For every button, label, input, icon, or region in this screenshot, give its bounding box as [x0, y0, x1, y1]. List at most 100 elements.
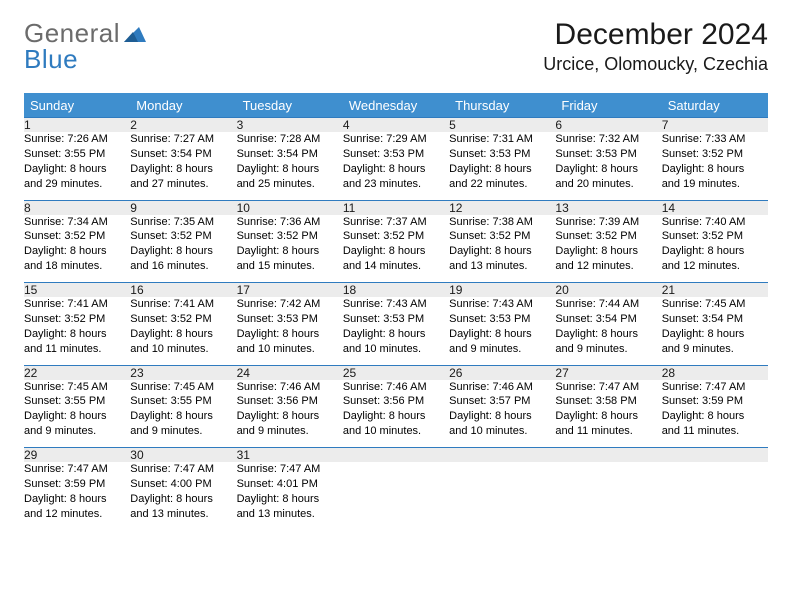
- day-number-cell: 23: [130, 365, 236, 380]
- weekday-header-row: Sunday Monday Tuesday Wednesday Thursday…: [24, 94, 768, 118]
- sunrise-text: Sunrise: 7:41 AM: [130, 297, 236, 312]
- daylight-text-1: Daylight: 8 hours: [449, 244, 555, 259]
- sunset-text: Sunset: 3:53 PM: [237, 312, 343, 327]
- page-header: General December 2024 Urcice, Olomoucky,…: [24, 18, 768, 75]
- sunrise-text: Sunrise: 7:34 AM: [24, 215, 130, 230]
- daylight-text-1: Daylight: 8 hours: [343, 327, 449, 342]
- sunrise-text: Sunrise: 7:46 AM: [343, 380, 449, 395]
- daylight-text-1: Daylight: 8 hours: [237, 327, 343, 342]
- daylight-text-1: Daylight: 8 hours: [130, 327, 236, 342]
- day-info-cell: Sunrise: 7:46 AMSunset: 3:56 PMDaylight:…: [237, 380, 343, 448]
- daylight-text-2: and 27 minutes.: [130, 177, 236, 192]
- sunrise-text: Sunrise: 7:40 AM: [662, 215, 768, 230]
- logo-blue-wrap: Blue: [24, 44, 78, 75]
- weekday-header: Monday: [130, 94, 236, 118]
- daylight-text-1: Daylight: 8 hours: [237, 244, 343, 259]
- sunrise-text: Sunrise: 7:36 AM: [237, 215, 343, 230]
- day-number-cell: 20: [555, 283, 661, 298]
- daylight-text-2: and 11 minutes.: [662, 424, 768, 439]
- daylight-text-1: Daylight: 8 hours: [237, 492, 343, 507]
- day-info-cell: Sunrise: 7:47 AMSunset: 3:59 PMDaylight:…: [24, 462, 130, 525]
- day-info-cell: Sunrise: 7:41 AMSunset: 3:52 PMDaylight:…: [24, 297, 130, 365]
- weekday-header: Friday: [555, 94, 661, 118]
- logo-triangle-icon: [124, 24, 146, 47]
- day-info-cell: [449, 462, 555, 525]
- day-info-row: Sunrise: 7:34 AMSunset: 3:52 PMDaylight:…: [24, 215, 768, 283]
- day-info-row: Sunrise: 7:41 AMSunset: 3:52 PMDaylight:…: [24, 297, 768, 365]
- day-number-row: 293031: [24, 448, 768, 463]
- sunset-text: Sunset: 3:53 PM: [343, 312, 449, 327]
- daylight-text-2: and 10 minutes.: [449, 424, 555, 439]
- sunset-text: Sunset: 3:55 PM: [130, 394, 236, 409]
- day-number-cell: 29: [24, 448, 130, 463]
- day-info-cell: Sunrise: 7:47 AMSunset: 3:58 PMDaylight:…: [555, 380, 661, 448]
- daylight-text-1: Daylight: 8 hours: [343, 244, 449, 259]
- sunrise-text: Sunrise: 7:38 AM: [449, 215, 555, 230]
- day-info-cell: Sunrise: 7:47 AMSunset: 3:59 PMDaylight:…: [662, 380, 768, 448]
- day-info-cell: Sunrise: 7:44 AMSunset: 3:54 PMDaylight:…: [555, 297, 661, 365]
- day-number-row: 22232425262728: [24, 365, 768, 380]
- daylight-text-2: and 29 minutes.: [24, 177, 130, 192]
- sunset-text: Sunset: 3:54 PM: [662, 312, 768, 327]
- daylight-text-1: Daylight: 8 hours: [237, 162, 343, 177]
- daylight-text-1: Daylight: 8 hours: [24, 492, 130, 507]
- day-number-cell: [662, 448, 768, 463]
- day-number-cell: 11: [343, 200, 449, 215]
- sunrise-text: Sunrise: 7:45 AM: [662, 297, 768, 312]
- daylight-text-1: Daylight: 8 hours: [662, 244, 768, 259]
- day-number-cell: 17: [237, 283, 343, 298]
- title-block: December 2024 Urcice, Olomoucky, Czechia: [543, 18, 768, 75]
- daylight-text-1: Daylight: 8 hours: [555, 327, 661, 342]
- daylight-text-2: and 10 minutes.: [237, 342, 343, 357]
- day-number-cell: 14: [662, 200, 768, 215]
- day-info-cell: Sunrise: 7:47 AMSunset: 4:01 PMDaylight:…: [237, 462, 343, 525]
- daylight-text-2: and 19 minutes.: [662, 177, 768, 192]
- day-number-cell: 22: [24, 365, 130, 380]
- daylight-text-2: and 12 minutes.: [24, 507, 130, 522]
- daylight-text-1: Daylight: 8 hours: [555, 244, 661, 259]
- day-number-cell: [555, 448, 661, 463]
- sunrise-text: Sunrise: 7:31 AM: [449, 132, 555, 147]
- sunrise-text: Sunrise: 7:45 AM: [130, 380, 236, 395]
- daylight-text-2: and 9 minutes.: [449, 342, 555, 357]
- sunset-text: Sunset: 3:59 PM: [24, 477, 130, 492]
- sunrise-text: Sunrise: 7:47 AM: [555, 380, 661, 395]
- daylight-text-2: and 15 minutes.: [237, 259, 343, 274]
- daylight-text-2: and 11 minutes.: [555, 424, 661, 439]
- day-number-cell: 27: [555, 365, 661, 380]
- sunset-text: Sunset: 3:54 PM: [237, 147, 343, 162]
- daylight-text-2: and 13 minutes.: [130, 507, 236, 522]
- sunrise-text: Sunrise: 7:47 AM: [130, 462, 236, 477]
- weekday-header: Tuesday: [237, 94, 343, 118]
- sunset-text: Sunset: 3:53 PM: [449, 147, 555, 162]
- day-number-cell: 2: [130, 118, 236, 133]
- sunset-text: Sunset: 3:59 PM: [662, 394, 768, 409]
- day-number-cell: 8: [24, 200, 130, 215]
- logo-text-blue: Blue: [24, 44, 78, 74]
- daylight-text-1: Daylight: 8 hours: [130, 162, 236, 177]
- day-info-cell: Sunrise: 7:31 AMSunset: 3:53 PMDaylight:…: [449, 132, 555, 200]
- sunrise-text: Sunrise: 7:35 AM: [130, 215, 236, 230]
- sunset-text: Sunset: 4:00 PM: [130, 477, 236, 492]
- daylight-text-1: Daylight: 8 hours: [130, 492, 236, 507]
- page-subtitle: Urcice, Olomoucky, Czechia: [543, 54, 768, 75]
- daylight-text-2: and 9 minutes.: [662, 342, 768, 357]
- daylight-text-1: Daylight: 8 hours: [449, 162, 555, 177]
- day-number-cell: 24: [237, 365, 343, 380]
- sunset-text: Sunset: 3:53 PM: [555, 147, 661, 162]
- day-info-cell: [343, 462, 449, 525]
- sunset-text: Sunset: 3:52 PM: [555, 229, 661, 244]
- sunrise-text: Sunrise: 7:39 AM: [555, 215, 661, 230]
- day-number-cell: 5: [449, 118, 555, 133]
- day-number-cell: 28: [662, 365, 768, 380]
- day-info-cell: Sunrise: 7:26 AMSunset: 3:55 PMDaylight:…: [24, 132, 130, 200]
- day-info-cell: Sunrise: 7:43 AMSunset: 3:53 PMDaylight:…: [343, 297, 449, 365]
- day-number-cell: 30: [130, 448, 236, 463]
- calendar-table: Sunday Monday Tuesday Wednesday Thursday…: [24, 93, 768, 525]
- daylight-text-1: Daylight: 8 hours: [555, 162, 661, 177]
- sunset-text: Sunset: 3:52 PM: [662, 229, 768, 244]
- day-info-cell: Sunrise: 7:43 AMSunset: 3:53 PMDaylight:…: [449, 297, 555, 365]
- day-number-cell: [449, 448, 555, 463]
- day-number-cell: 1: [24, 118, 130, 133]
- day-number-cell: 4: [343, 118, 449, 133]
